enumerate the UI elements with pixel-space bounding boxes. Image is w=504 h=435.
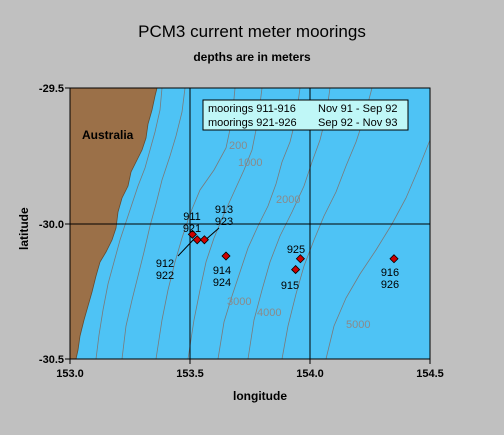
legend-box [202,99,409,131]
legend-period: Nov 91 - Sep 92 [318,103,398,115]
mooring-label: 913 [215,204,233,216]
y-tick-label: -29.5 [39,83,64,95]
mooring-label: 912 [156,258,174,270]
y-axis-label: latitude [17,207,31,250]
x-axis-label: longitude [233,389,287,403]
mooring-marker [199,235,209,245]
figure-title: PCM3 current meter moorings [138,22,366,41]
mooring-marker [221,251,231,261]
mooring-label: 924 [213,277,231,289]
figure-subtitle: depths are in meters [193,50,311,64]
legend-moorings: moorings 911-916 [208,103,296,115]
contour-label: 200 [229,140,247,152]
contour-label: 2000 [276,194,300,206]
mooring-marker [389,254,399,264]
contour-line [325,139,431,360]
contour-line [95,87,163,360]
mooring-marker [187,229,197,239]
contour-line [121,87,186,360]
contour-label: 4000 [257,307,281,319]
legend: moorings 911-916 Nov 91 - Sep 92 mooring… [202,99,409,131]
x-tick-label: 154.0 [296,368,324,380]
contour-line [217,87,301,360]
mooring-markers [187,229,399,275]
contour-line [247,87,331,360]
x-tick-label: 153.5 [176,368,204,380]
mooring-label: 921 [183,223,201,235]
mooring-marker [192,235,202,245]
y-tick-label: -30.5 [39,354,64,366]
mooring-label: 925 [287,244,305,256]
mooring-label: 914 [213,265,231,277]
x-tick-label: 153.0 [56,368,84,380]
contour-label: 5000 [346,319,370,331]
legend-period: Sep 92 - Nov 93 [318,117,398,129]
graticule [70,88,430,359]
x-tick-label: 154.5 [416,368,444,380]
land-label: Australia [82,128,134,142]
contour-label: 3000 [227,296,251,308]
contour-line [281,87,373,360]
legend-moorings: moorings 921-926 [208,117,297,129]
axis-ticks [65,87,431,364]
contour-line [187,87,263,360]
mooring-label: 911 [183,211,201,223]
y-tick-label: -30.0 [39,219,64,231]
mooring-label: 916 [381,267,399,279]
mooring-label: 922 [156,270,174,282]
mooring-label: 923 [215,216,233,228]
mooring-label: 915 [281,280,299,292]
mooring-marker [291,265,301,275]
contour-label: 1000 [238,157,262,169]
mooring-label: 926 [381,279,399,291]
mooring-marker [295,254,305,264]
